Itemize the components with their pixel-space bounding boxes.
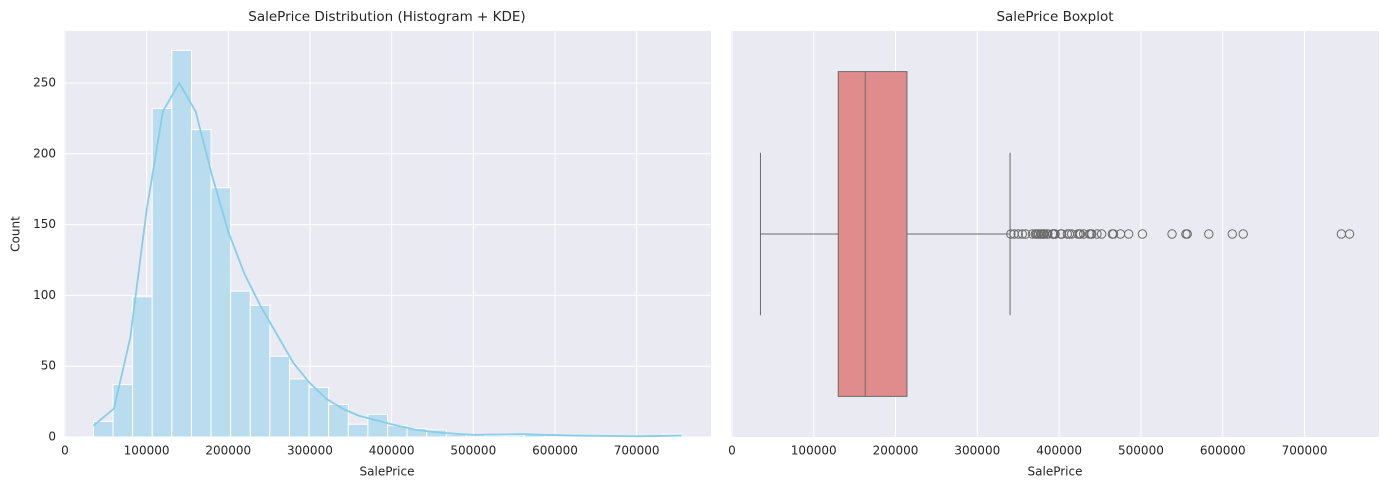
outlier [1108, 229, 1119, 239]
x-tick-label: 500000 [450, 444, 496, 458]
outlier [1006, 229, 1016, 239]
outlier [1013, 229, 1023, 239]
outlier [1087, 229, 1097, 239]
x-tick-label: 600000 [532, 444, 578, 458]
bar [485, 435, 506, 438]
outlier [1167, 229, 1177, 239]
bar [132, 296, 153, 438]
x-tick-label: 400000 [1036, 444, 1082, 458]
outlier [1204, 229, 1214, 239]
y-tick-label: 250 [33, 75, 56, 89]
outlier [1020, 229, 1031, 239]
outlier [1137, 229, 1148, 239]
bar [308, 386, 330, 438]
outlier [1238, 229, 1248, 239]
x-tick-label: 200000 [873, 444, 919, 458]
bar [249, 304, 271, 438]
y-tick-label: 50 [41, 359, 56, 373]
outlier [1017, 229, 1028, 239]
bar [288, 378, 310, 438]
outlier [1123, 229, 1134, 239]
y-tick-label: 200 [33, 146, 56, 160]
bar [269, 355, 290, 438]
x-tick-label: 100000 [124, 444, 170, 458]
outlier [1227, 229, 1237, 239]
outlier [1092, 229, 1102, 239]
outlier [1075, 229, 1086, 239]
x-axis-label: SalePrice [1028, 465, 1083, 479]
bar [328, 403, 349, 438]
x-tick-label: 600000 [1200, 444, 1246, 458]
outlier [1344, 229, 1355, 239]
x-tick-label: 700000 [1282, 444, 1328, 458]
x-tick-label: 0 [61, 444, 69, 458]
bar [210, 187, 232, 438]
bar [190, 129, 212, 438]
x-tick-label: 200000 [205, 444, 251, 458]
outlier [1056, 229, 1067, 239]
x-tick-label: 400000 [369, 444, 415, 458]
x-axis-label: SalePrice [360, 465, 415, 479]
bar [171, 49, 192, 438]
bar [504, 435, 526, 438]
chart-title: SalePrice Boxplot [996, 9, 1113, 25]
x-tick-label: 100000 [791, 444, 837, 458]
box [837, 71, 908, 397]
y-tick-label: 100 [33, 288, 56, 302]
x-tick-label: 300000 [954, 444, 1000, 458]
x-tick-label: 700000 [614, 444, 660, 458]
bar [347, 423, 369, 438]
x-tick-label: 0 [728, 444, 736, 458]
chart-title: SalePrice Distribution (Histogram + KDE) [248, 9, 525, 25]
x-tick-label: 300000 [287, 444, 333, 458]
bar [230, 290, 251, 438]
outlier [1050, 229, 1060, 239]
y-axis-label: Count [9, 216, 23, 252]
y-tick-label: 150 [33, 217, 56, 231]
y-tick-label: 0 [48, 430, 56, 444]
outlier [1182, 229, 1192, 239]
outlier [1096, 229, 1107, 239]
bar [367, 413, 389, 438]
x-tick-label: 500000 [1118, 444, 1164, 458]
bar [112, 384, 134, 438]
kde-line [92, 81, 682, 438]
outlier [1043, 229, 1053, 239]
